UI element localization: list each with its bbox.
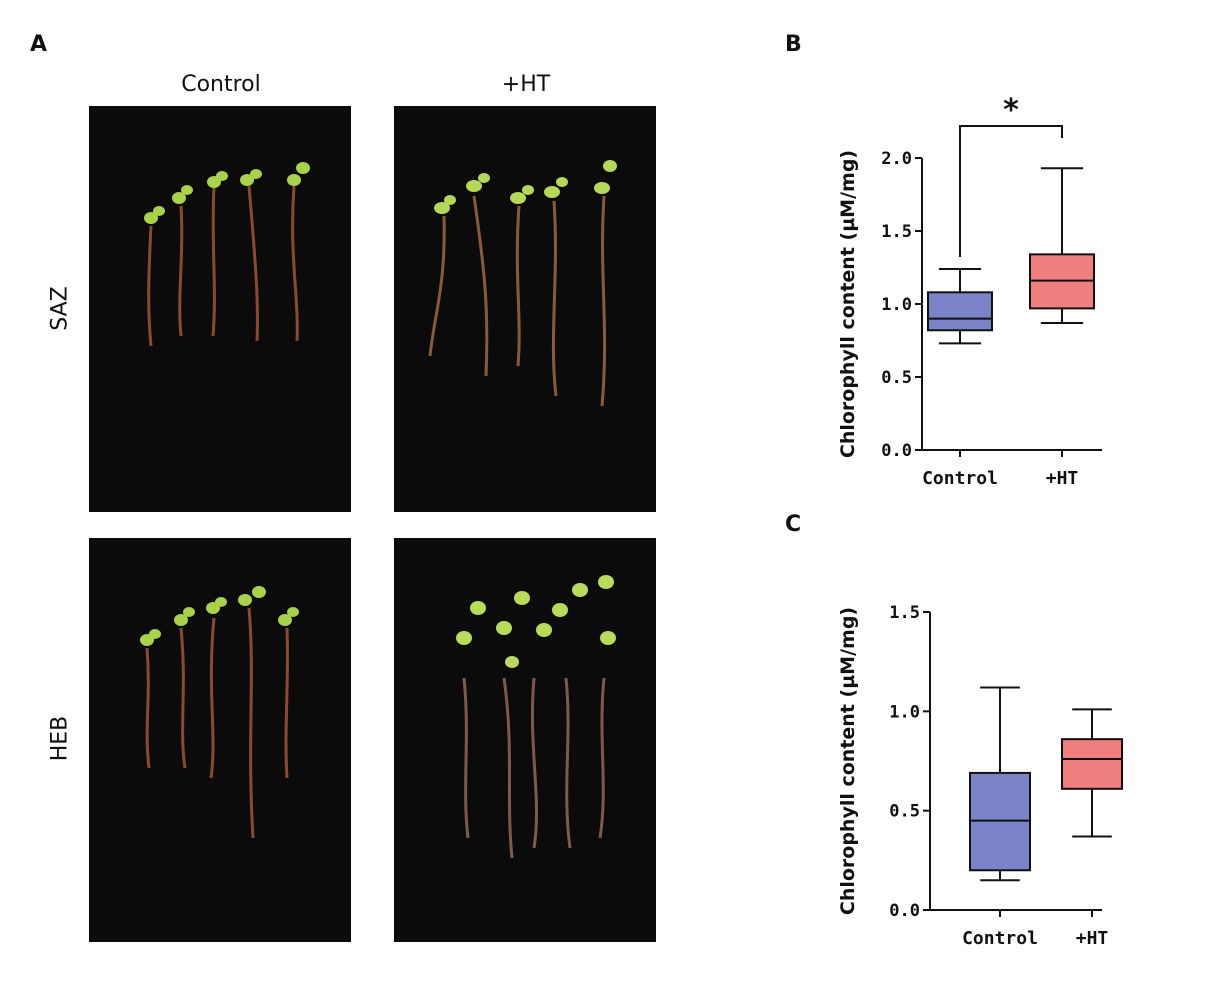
y-tick-label: 0.5 [881, 368, 912, 388]
y-axis-label: Chlorophyll content (µM/mg) [837, 607, 859, 915]
seedling-photo-heb-ht [394, 538, 656, 942]
seedling-photo-heb-control [89, 538, 351, 942]
panel-label-c: C [785, 512, 802, 537]
x-tick-label: +HT [1046, 468, 1079, 489]
photo-column-label-ht: +HT [501, 72, 551, 97]
y-tick-label: 0.0 [881, 441, 912, 461]
y-tick-label: 0.0 [889, 901, 920, 921]
box-control [927, 291, 993, 332]
box-plot-c: 0.0 0.5 1.0 1.5 Chlorophyll content (µM/mg) C… [837, 603, 1123, 949]
x-tick-label: Control [922, 468, 998, 489]
panel-label-b: B [785, 32, 802, 57]
panel-label-a: A [30, 32, 48, 57]
photo-row-label-heb: HEB [47, 715, 73, 762]
photo-column-label-control: Control [181, 72, 261, 97]
x-tick-label: Control [962, 928, 1038, 949]
y-tick-label: 1.0 [889, 702, 920, 722]
seedling-photo-saz-control [89, 106, 351, 512]
y-tick-label: 2.0 [881, 149, 912, 169]
x-tick-label: +HT [1076, 928, 1109, 949]
seedling-photo-saz-ht [394, 106, 656, 512]
significance-star: * [1002, 93, 1020, 128]
box-ht [1061, 738, 1123, 790]
y-tick-label: 1.0 [881, 295, 912, 315]
y-tick-label: 1.5 [881, 222, 912, 242]
y-tick-label: 1.5 [889, 603, 920, 623]
photo-row-label-saz: SAZ [47, 286, 73, 331]
y-axis-label: Chlorophyll content (µM/mg) [837, 150, 859, 458]
y-tick-label: 0.5 [889, 802, 920, 822]
significance-bracket [959, 125, 1063, 257]
box-plot-b: 0.0 0.5 1.0 1.5 2.0 Chlorophyll content (µM/m… [837, 93, 1102, 489]
